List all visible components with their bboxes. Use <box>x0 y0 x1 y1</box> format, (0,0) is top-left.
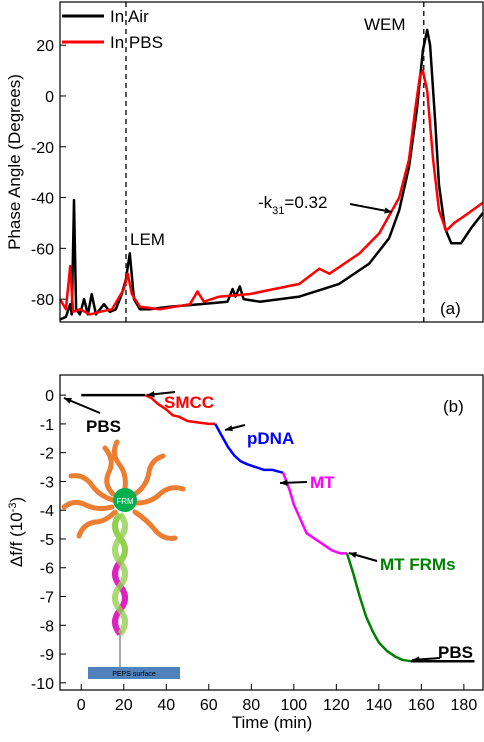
arrow-head <box>384 207 392 214</box>
peps-label: PEPS surface <box>112 671 156 678</box>
segment-label: SMCC <box>164 393 214 412</box>
y-tick-label: -2 <box>40 446 54 463</box>
series-line <box>282 472 347 555</box>
x-tick-label: 180 <box>451 697 478 714</box>
x-tick-label: 80 <box>242 697 260 714</box>
x-tick-label: 160 <box>408 697 435 714</box>
y-tick-label: -1 <box>40 417 54 434</box>
x-tick-label: 120 <box>323 697 350 714</box>
annotation: LEM <box>130 230 165 249</box>
y-tick-label: -60 <box>31 241 54 258</box>
y-axis-label-part: ) <box>7 497 26 503</box>
segment-label: PBS <box>86 417 121 436</box>
plot-frame <box>59 374 484 691</box>
k-label-part: =0.32 <box>284 193 327 212</box>
k-label-part: 31 <box>272 205 284 217</box>
y-tick-label: -20 <box>31 140 54 157</box>
y-tick-label: -80 <box>31 292 54 309</box>
arrow-head <box>147 391 155 398</box>
annotation: WEM <box>364 15 406 34</box>
y-axis-label: Phase Angle (Degrees) <box>5 74 24 250</box>
legend-label: In Air <box>110 7 149 26</box>
x-tick-label: 0 <box>77 697 86 714</box>
x-tick-label: 20 <box>115 697 133 714</box>
y-axis-label: Δf/f (10-3) <box>7 497 26 567</box>
x-tick-label: 140 <box>365 697 392 714</box>
y-tick-label: -10 <box>31 676 54 693</box>
x-tick-label: 40 <box>157 697 175 714</box>
arrow-head <box>280 479 288 486</box>
y-tick-label: -3 <box>40 474 54 491</box>
arrow-head <box>225 425 233 432</box>
k-label: -k31=0.32 <box>258 193 327 217</box>
frm-label: FRM <box>116 497 134 506</box>
y-axis-label-part: -3 <box>7 503 19 513</box>
legend-label: In PBS <box>110 33 163 52</box>
y-tick-label: -8 <box>40 618 54 635</box>
schematic <box>61 439 186 541</box>
series-line <box>345 553 411 663</box>
series-line <box>59 28 484 321</box>
segment-label: PBS <box>438 643 473 662</box>
y-tick-label: -40 <box>31 191 54 208</box>
x-axis-label: Time (min) <box>232 713 313 732</box>
x-tick-label: 100 <box>280 697 307 714</box>
series-line <box>214 423 284 475</box>
segment-label: MT <box>310 473 335 492</box>
series-line <box>58 69 484 316</box>
y-tick-label: 20 <box>36 38 54 55</box>
y-tick-label: -9 <box>40 647 54 664</box>
y-tick-label: 0 <box>45 388 54 405</box>
segment-label: pDNA <box>247 429 294 448</box>
y-tick-label: -5 <box>40 532 54 549</box>
arrow-head <box>64 397 72 404</box>
arrow-head <box>412 656 420 663</box>
y-axis-label-part: Δf/f (10 <box>7 512 26 567</box>
x-tick-label: 60 <box>200 697 218 714</box>
annotation: (b) <box>443 397 464 416</box>
frm-node <box>113 488 137 512</box>
dna-strand <box>112 512 128 636</box>
segment-label: MT FRMs <box>380 555 456 574</box>
series-line <box>144 393 216 426</box>
y-tick-label: -4 <box>40 503 54 520</box>
peps-surface <box>88 667 180 679</box>
annotation: (a) <box>440 299 461 318</box>
y-tick-label: -7 <box>40 590 54 607</box>
y-tick-label: -6 <box>40 561 54 578</box>
y-tick-label: 0 <box>45 89 54 106</box>
plot-frame <box>59 1 484 323</box>
arrow-head <box>349 552 357 559</box>
k-label-part: -k <box>258 193 273 212</box>
